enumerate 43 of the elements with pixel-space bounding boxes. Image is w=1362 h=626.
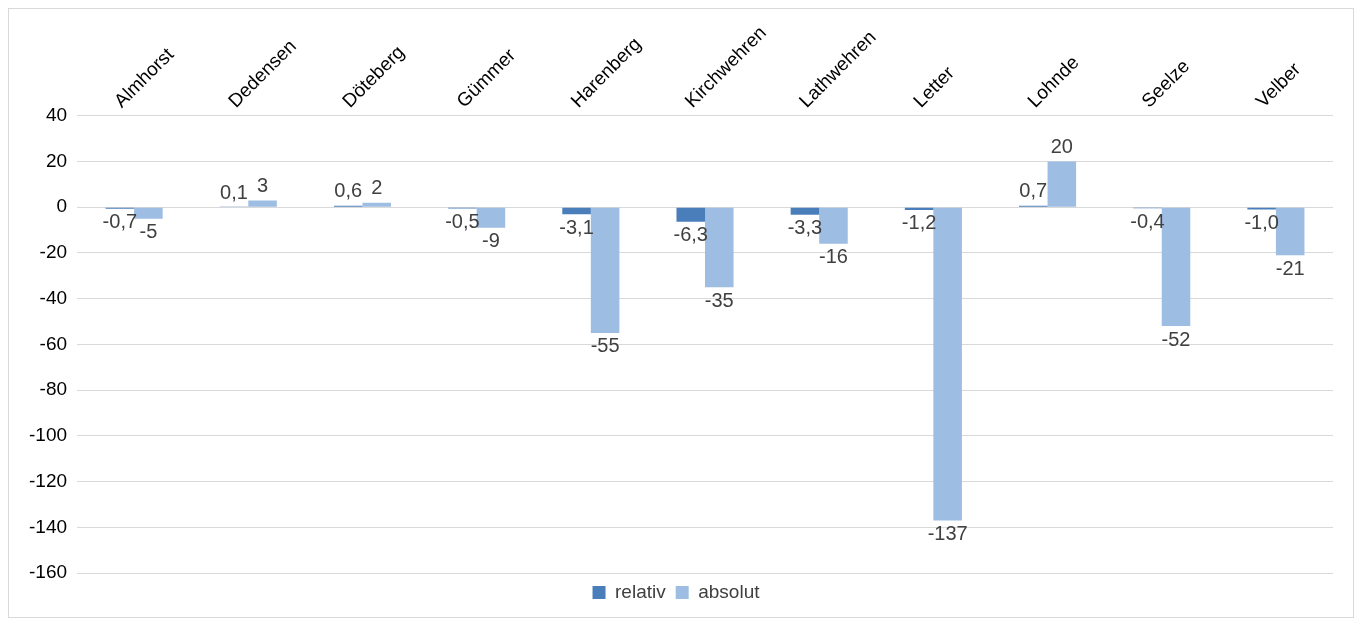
data-label: -137	[927, 521, 968, 544]
data-label: -1,0	[1244, 211, 1279, 234]
data-label: 0,1	[220, 180, 248, 203]
data-label: -5	[139, 220, 158, 243]
data-label: -0,7	[102, 210, 138, 233]
data-label: 3	[257, 173, 269, 196]
bar	[248, 200, 277, 207]
y-tick-label: 20	[45, 149, 68, 171]
data-label: 0,7	[1019, 179, 1048, 202]
bar	[676, 207, 706, 222]
bar	[705, 207, 734, 288]
bar	[134, 207, 163, 219]
y-tick-label: 0	[56, 195, 68, 217]
data-label: -0,5	[445, 209, 480, 232]
y-tick-label: -120	[29, 469, 68, 491]
bar	[790, 207, 820, 215]
bar	[562, 207, 591, 215]
y-tick-label: 40	[45, 104, 68, 126]
y-tick-label: -80	[39, 378, 68, 400]
data-label: -3,1	[559, 215, 594, 238]
y-tick-label: -160	[29, 561, 68, 583]
data-label: 20	[1050, 135, 1073, 158]
data-label: -16	[819, 245, 848, 268]
y-tick-label: -60	[39, 332, 68, 354]
legend-label: absolut	[698, 580, 761, 602]
data-label: 0,6	[334, 179, 363, 202]
y-tick-label: -140	[29, 515, 68, 537]
data-label: 2	[371, 176, 383, 199]
data-label: -52	[1161, 327, 1191, 350]
data-label: -6,3	[673, 223, 708, 246]
data-label: -21	[1275, 256, 1305, 279]
bar	[1047, 161, 1077, 207]
data-label: -0,4	[1130, 209, 1165, 232]
data-label: -55	[590, 334, 620, 357]
y-tick-label: -20	[39, 241, 68, 263]
y-tick-label: -40	[39, 286, 68, 308]
legend-label: relativ	[615, 580, 667, 602]
data-label: -3,3	[787, 216, 823, 239]
y-tick-label: -100	[29, 424, 68, 446]
bar	[362, 202, 392, 207]
data-label: -1,2	[901, 211, 937, 234]
data-label: -35	[704, 288, 734, 311]
data-label: -9	[482, 229, 500, 252]
